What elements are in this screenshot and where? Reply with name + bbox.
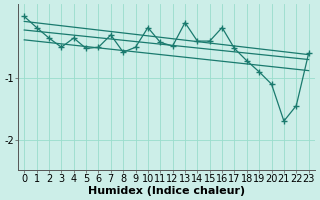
X-axis label: Humidex (Indice chaleur): Humidex (Indice chaleur) (88, 186, 245, 196)
